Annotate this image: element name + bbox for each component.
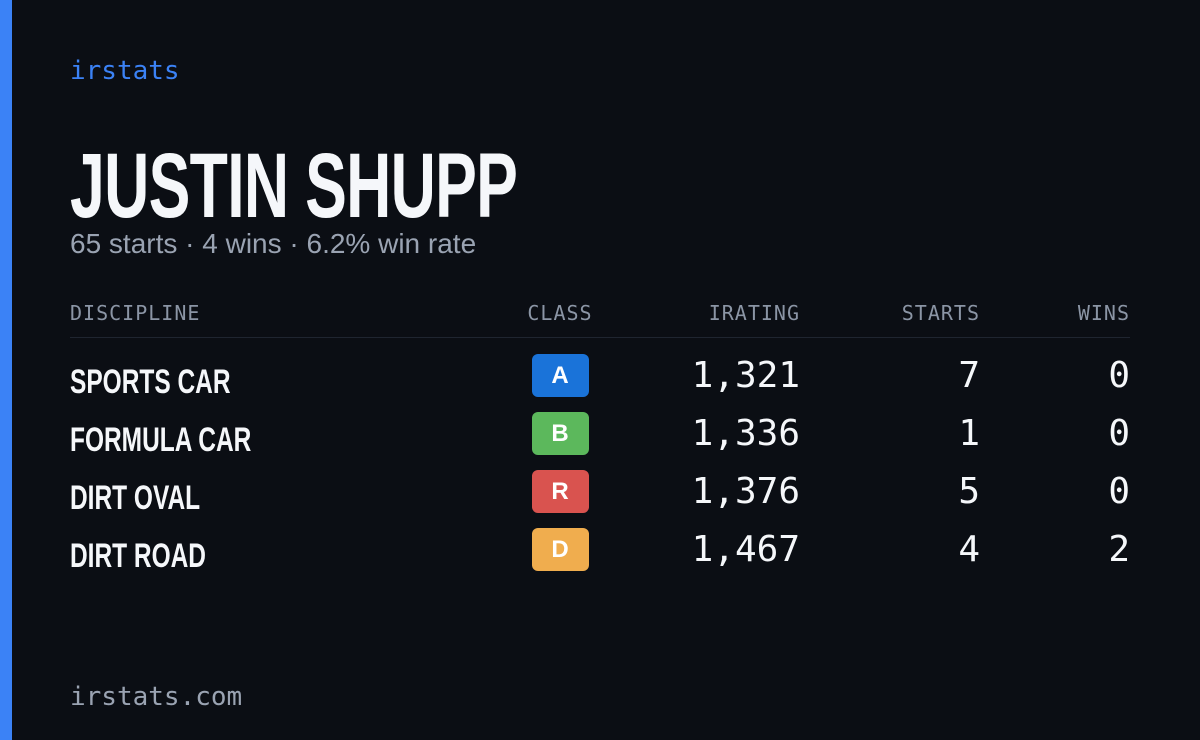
wins-cell: 0 [1108,413,1130,454]
starts-cell: 5 [958,471,980,512]
class-badge: R [531,470,589,513]
starts-cell: 4 [958,529,980,570]
starts-cell: 1 [958,413,980,454]
class-badge: D [531,528,589,571]
header-rule [70,337,1130,338]
wins-cell: 2 [1108,529,1130,570]
irating-cell: 1,336 [691,413,800,454]
class-badge: B [531,412,589,455]
irating-cell: 1,321 [691,355,800,396]
brand: irstats [70,56,180,86]
column-header: STARTS [901,301,980,325]
class-badge: A [531,354,589,397]
irating-cell: 1,376 [691,471,800,512]
discipline: DIRT OVAL [70,479,201,517]
discipline: DIRT ROAD [70,537,207,575]
wins-cell: 0 [1108,355,1130,396]
irating-cell: 1,467 [691,529,800,570]
column-header: DISCIPLINE [70,301,201,325]
discipline: SPORTS CAR [70,363,231,401]
column-header: CLASS [527,301,593,325]
footer: irstats.com [70,682,243,712]
column-header: WINS [1077,301,1130,325]
discipline: FORMULA CAR [70,421,252,459]
wins-cell: 0 [1108,471,1130,512]
starts-cell: 7 [958,355,980,396]
driver-name: JUSTIN SHUPP [70,135,518,237]
driver-summary: 65 starts · 4 wins · 6.2% win rate [70,228,477,259]
column-header: IRATING [708,301,800,325]
accent-bar [0,0,12,740]
